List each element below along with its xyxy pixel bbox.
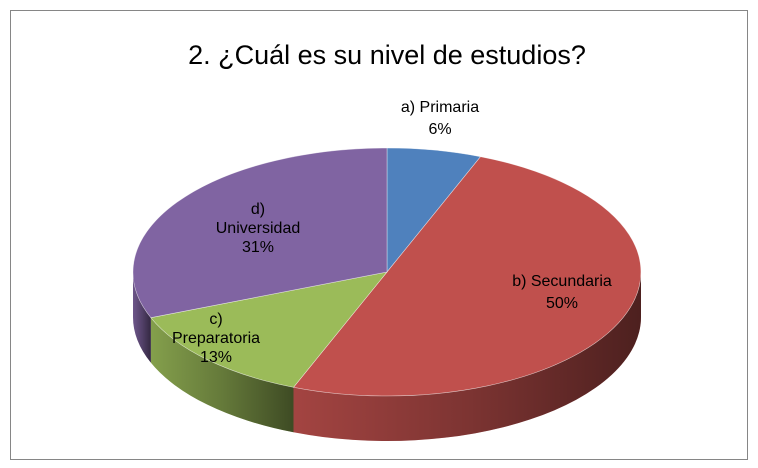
chart-title: 2. ¿Cuál es su nivel de estudios? <box>188 40 586 70</box>
category-label: a) Primaria <box>401 99 479 116</box>
slice <box>150 271 388 388</box>
slice <box>132 147 388 318</box>
value-label: 50% <box>546 295 578 312</box>
value-label: 6% <box>428 121 451 138</box>
category-label: c) Preparatoria <box>172 311 260 347</box>
slice-side-shade <box>150 317 294 433</box>
slice <box>292 156 641 397</box>
category-label: b) Secundaria <box>512 273 612 290</box>
category-label: d) Universidad <box>216 201 300 237</box>
value-label: 31% <box>242 239 274 256</box>
pie-sides <box>133 272 641 441</box>
data-labels: a) Primaria 6% b) Secundaria 50% c) Preparato… <box>172 99 612 366</box>
slice-side-shade <box>133 272 151 363</box>
pie-tops <box>132 147 641 397</box>
slice-side-shade <box>293 272 641 441</box>
value-label: 13% <box>200 349 232 366</box>
